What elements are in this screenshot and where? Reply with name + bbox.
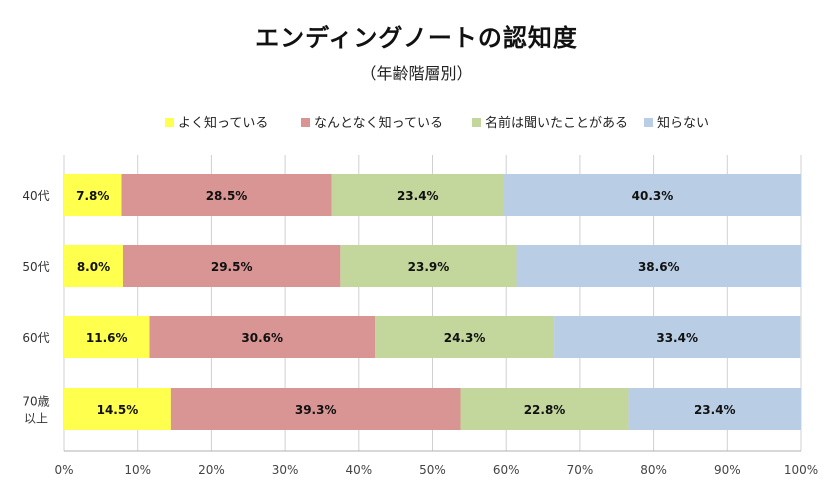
- data-label: 7.8%: [76, 189, 109, 203]
- data-label: 29.5%: [211, 260, 253, 274]
- data-label: 28.5%: [206, 189, 248, 203]
- data-label: 40.3%: [632, 189, 674, 203]
- x-tick-label: 30%: [272, 463, 299, 477]
- x-tick-label: 40%: [345, 463, 372, 477]
- bar-segment: [64, 388, 171, 430]
- data-label: 24.3%: [444, 331, 486, 345]
- x-tick-label: 10%: [124, 463, 151, 477]
- data-label: 23.9%: [408, 260, 450, 274]
- category-label: 60代: [22, 331, 49, 345]
- data-label: 23.4%: [397, 189, 439, 203]
- legend-swatch: [165, 118, 174, 127]
- bar-segment: [331, 174, 504, 216]
- category-label: 40代: [22, 189, 49, 203]
- bar-segment: [628, 388, 801, 430]
- bar-segment: [64, 174, 122, 216]
- bar-segment: [149, 316, 376, 358]
- bar-segment: [554, 316, 801, 358]
- data-label: 38.6%: [638, 260, 680, 274]
- data-label: 23.4%: [694, 403, 736, 417]
- bar-segment: [64, 316, 150, 358]
- x-tick-label: 80%: [640, 463, 667, 477]
- chart-title: エンディングノートの認知度: [255, 24, 578, 52]
- data-label: 8.0%: [77, 260, 110, 274]
- data-label: 11.6%: [86, 331, 128, 345]
- bar-segment: [503, 174, 801, 216]
- x-tick-label: 60%: [493, 463, 520, 477]
- legend-swatch: [301, 118, 310, 127]
- bar-segment: [460, 388, 629, 430]
- data-label: 33.4%: [656, 331, 698, 345]
- x-tick-label: 0%: [54, 463, 73, 477]
- legend-swatch: [644, 118, 653, 127]
- data-label: 30.6%: [241, 331, 283, 345]
- data-label: 22.8%: [524, 403, 566, 417]
- chart-subtitle: （年齢階層別）: [360, 64, 473, 83]
- legend-label: 名前は聞いたことがある: [485, 115, 628, 131]
- bar-segment: [340, 245, 517, 287]
- bar-segment: [516, 245, 801, 287]
- bar-segment: [170, 388, 461, 430]
- legend-swatch: [472, 118, 481, 127]
- bar-segment: [375, 316, 555, 358]
- legend-label: よく知っている: [178, 115, 268, 131]
- bar-segment: [122, 245, 341, 287]
- data-label: 14.5%: [97, 403, 139, 417]
- category-label: 70歳: [22, 395, 49, 409]
- bar-segment: [64, 245, 123, 287]
- x-tick-label: 90%: [714, 463, 741, 477]
- x-tick-label: 20%: [198, 463, 225, 477]
- legend-label: なんとなく知っている: [314, 115, 443, 131]
- legend-label: 知らない: [657, 115, 709, 131]
- bar-segment: [121, 174, 332, 216]
- x-tick-label: 100%: [784, 463, 818, 477]
- data-label: 39.3%: [295, 403, 337, 417]
- x-tick-label: 50%: [419, 463, 446, 477]
- category-label: 以上: [24, 412, 48, 426]
- x-tick-label: 70%: [567, 463, 594, 477]
- category-label: 50代: [22, 260, 49, 274]
